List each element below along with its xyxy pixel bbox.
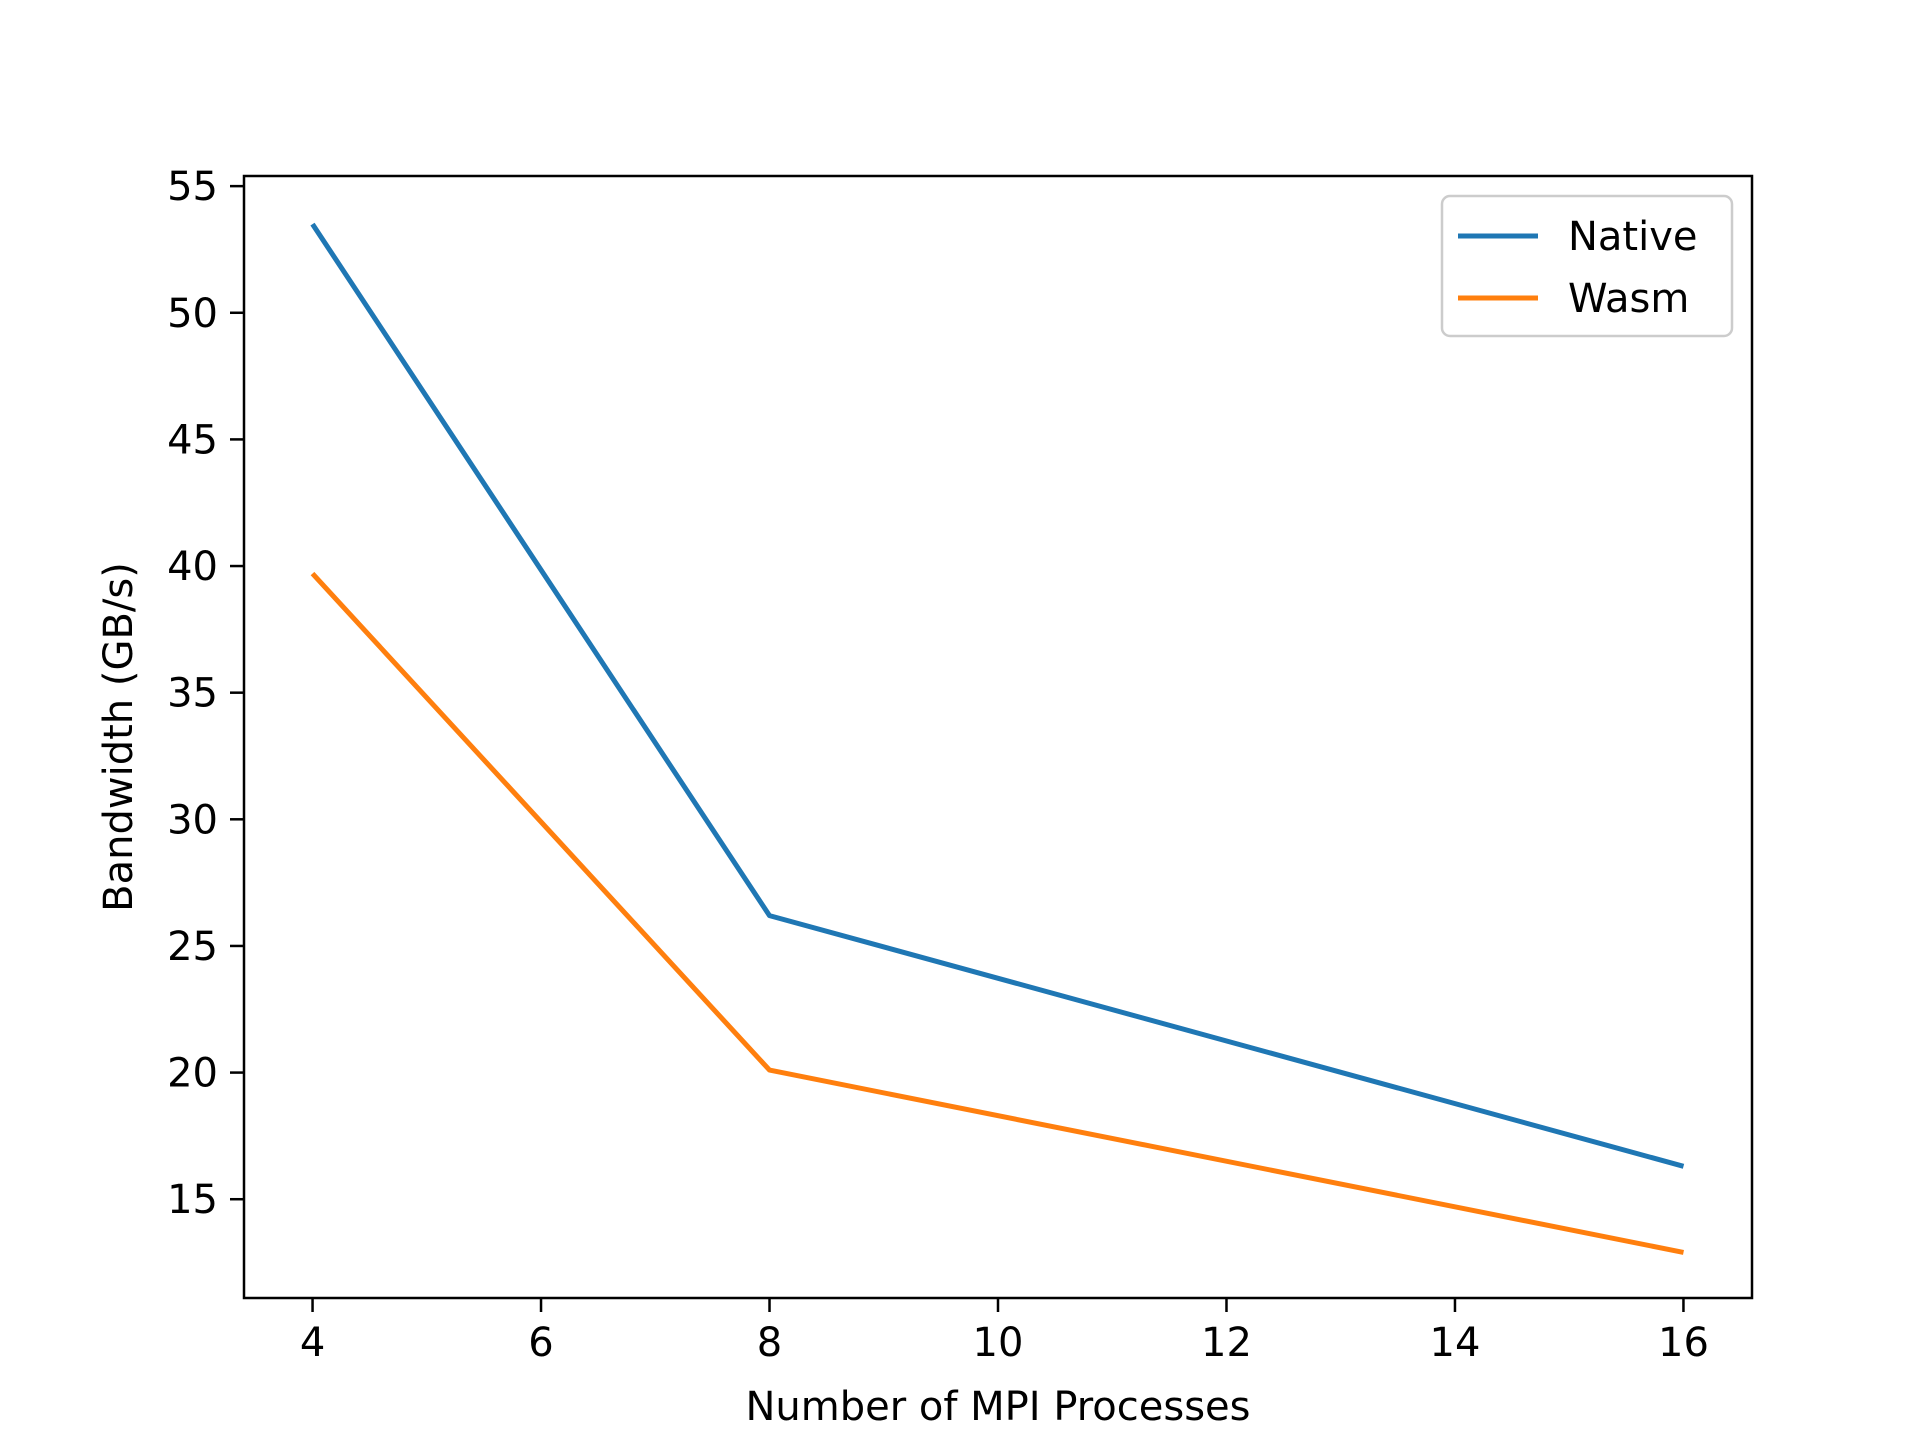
- legend-box: [1440, 194, 1734, 338]
- y-tick-label: 20: [167, 1051, 218, 1097]
- y-tick-label: 50: [167, 291, 218, 337]
- y-tick-label: 55: [167, 164, 218, 210]
- x-tick-label: 16: [1658, 1320, 1709, 1366]
- x-axis-ticks: 4 6 8 10 12 14 16: [300, 1298, 1709, 1366]
- y-tick-label: 30: [167, 797, 218, 843]
- legend: Native Wasm: [1440, 194, 1734, 338]
- x-tick-label: 12: [1201, 1320, 1252, 1366]
- x-tick-label: 14: [1430, 1320, 1481, 1366]
- x-tick-label: 4: [300, 1320, 325, 1366]
- y-axis-label: Bandwidth (GB/s): [96, 562, 142, 912]
- legend-label-native: Native: [1568, 214, 1698, 260]
- y-tick-label: 15: [167, 1177, 218, 1223]
- x-axis-label: Number of MPI Processes: [746, 1384, 1251, 1430]
- y-tick-label: 40: [167, 544, 218, 590]
- y-tick-label: 45: [167, 417, 218, 463]
- x-tick-label: 8: [757, 1320, 782, 1366]
- y-tick-label: 35: [167, 671, 218, 717]
- x-tick-label: 10: [973, 1320, 1024, 1366]
- series-line-wasm: [310, 571, 1684, 1255]
- series-line-native: [310, 222, 1685, 1169]
- legend-label-wasm: Wasm: [1568, 276, 1689, 322]
- y-axis-ticks: 15 20 25 30 35 40 45 50 55: [167, 164, 244, 1223]
- series-layer: [310, 222, 1685, 1255]
- y-tick-label: 25: [167, 924, 218, 970]
- x-tick-label: 6: [528, 1320, 553, 1366]
